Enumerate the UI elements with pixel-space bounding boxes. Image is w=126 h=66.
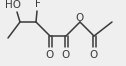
Text: O: O — [62, 50, 70, 60]
Text: F: F — [35, 0, 41, 9]
Text: HO: HO — [5, 0, 21, 10]
Text: O: O — [46, 50, 54, 60]
Text: O: O — [90, 50, 98, 60]
Text: O: O — [76, 13, 84, 23]
